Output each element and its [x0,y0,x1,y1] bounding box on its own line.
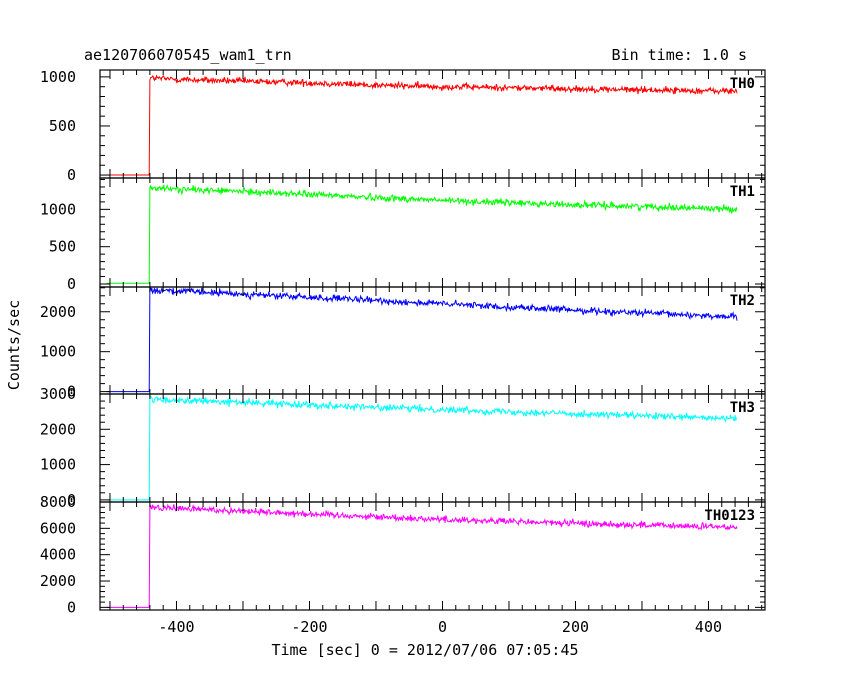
y-tick-label: 2000 [40,420,76,438]
y-tick-label: 1000 [40,343,76,361]
y-tick-label: 500 [49,117,76,135]
panel-frame [99,177,766,288]
series-line-th0123 [106,503,738,608]
panels-group: TH005001000TH105001000TH2010002000TH3010… [40,68,766,636]
y-tick-label: 0 [67,598,76,616]
y-tick-label: 1000 [40,456,76,474]
series-line-th0 [106,74,738,176]
x-tick-label: 0 [438,618,447,636]
x-axis-label: Time [sec] 0 = 2012/07/06 07:05:45 [271,641,578,659]
series-line-th2 [106,286,738,393]
panel-label-th2: TH2 [730,293,755,309]
x-tick-label: -400 [158,618,194,636]
panel-label-th0: TH0 [730,76,755,92]
panel-label-th1: TH1 [730,184,755,200]
panel-th0: TH0 0 500 1000 [40,68,766,184]
y-tick-label: 2000 [40,572,76,590]
y-tick-label: 3000 [40,385,76,403]
y-tick-label: 0 [67,166,76,184]
series-line-th1 [106,184,738,284]
y-tick-label: 0 [67,275,76,293]
chart-title: ae120706070545_wam1_trn [84,46,292,64]
y-tick-label: 0 [67,491,76,509]
y-tick-label: 8000 [40,493,76,511]
panel-th3: TH3 0 1000 2000 3000 [40,385,766,509]
x-tick-label: 400 [695,618,722,636]
y-tick-label: 500 [49,238,76,256]
y-tick-label: 6000 [40,519,76,537]
y-axis-label: Counts/sec [5,300,23,390]
y-tick-label: 1000 [40,200,76,218]
y-tick-label: 1000 [40,68,76,86]
y-tick-label: 0 [67,383,76,401]
bin-time-label: Bin time: 1.0 s [612,46,747,64]
panel-th2: TH2 0 1000 2000 [40,286,766,401]
x-tick-label: 200 [562,618,589,636]
y-tick-label: 4000 [40,546,76,564]
panel-th1: TH1 0 500 1000 [40,177,766,293]
panel-label-th3: TH3 [730,400,755,416]
panel-th0123: TH0123 0 2000 4000 6000 8000 [40,493,766,616]
series-line-th3 [106,394,738,501]
panel-label-th0123: TH0123 [704,508,755,524]
y-tick-label: 2000 [40,303,76,321]
panel-frame [99,69,766,179]
panel-frame [99,501,766,611]
x-tick-label: -200 [291,618,327,636]
panel-frame [99,393,766,503]
